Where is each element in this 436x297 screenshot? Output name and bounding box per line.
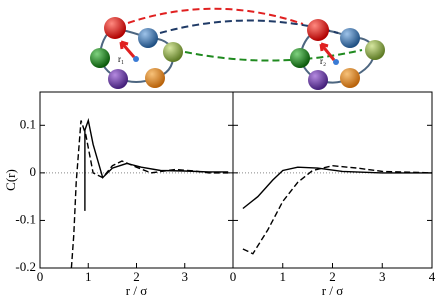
- plot-frame: [39, 91, 234, 269]
- sphere: [308, 70, 328, 90]
- x-axis-label: r / σ: [322, 283, 343, 297]
- sphere: [340, 28, 360, 48]
- y-tick-label: -0.1: [15, 211, 36, 226]
- sphere: [307, 19, 329, 41]
- x-tick-label: 1: [85, 269, 92, 284]
- sphere: [163, 42, 183, 62]
- sphere: [145, 68, 165, 88]
- vector-label: r₂: [320, 56, 326, 66]
- y-tick-label: -0.2: [15, 259, 36, 274]
- arrow: [319, 42, 336, 61]
- x-tick-label: 3: [182, 269, 189, 284]
- x-tick-label: 2: [329, 269, 336, 284]
- x-tick-label: 1: [280, 269, 287, 284]
- x-axis-label: r / σ: [126, 283, 147, 297]
- sphere: [290, 48, 310, 68]
- plot-frame: [232, 91, 433, 269]
- y-tick-label: 0: [30, 164, 37, 179]
- sphere: [90, 48, 110, 68]
- x-tick-label: 2: [133, 269, 140, 284]
- y-tick-label: 0.1: [20, 116, 36, 131]
- center-dot: [333, 59, 339, 65]
- x-tick-label: 4: [429, 269, 436, 284]
- sphere: [340, 68, 360, 88]
- series-line: [70, 120, 229, 269]
- series-line: [242, 166, 432, 210]
- x-tick-label: 0: [230, 269, 237, 284]
- series-line: [242, 164, 433, 255]
- center-dot: [133, 56, 139, 62]
- x-tick-label: 3: [379, 269, 386, 284]
- arc: [127, 7, 304, 25]
- arc: [184, 49, 363, 62]
- arrow: [119, 40, 136, 58]
- sphere: [365, 40, 385, 60]
- series-line: [84, 117, 229, 211]
- vector-label: r₁: [118, 54, 124, 64]
- x-tick-label: 0: [37, 269, 44, 284]
- sphere: [138, 28, 158, 48]
- sphere: [108, 69, 128, 89]
- schematic: r₁ r₂: [90, 7, 385, 90]
- sphere: [104, 17, 126, 39]
- y-axis-label: C(r): [3, 169, 18, 191]
